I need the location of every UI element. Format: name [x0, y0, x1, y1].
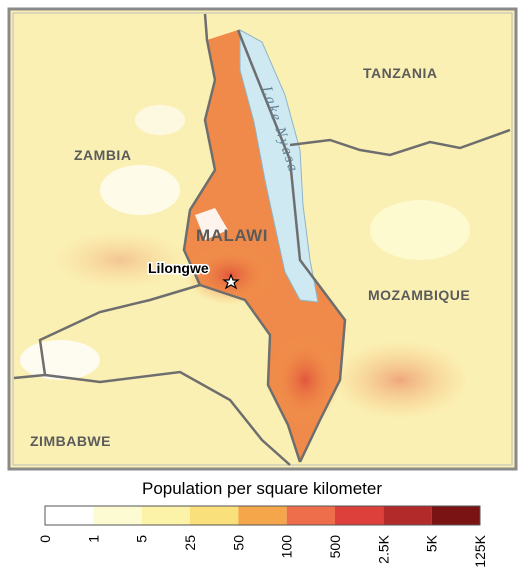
legend-tick-label: 50	[230, 535, 246, 551]
borders	[13, 13, 511, 466]
map-inner-frame	[12, 12, 513, 466]
legend-swatch	[93, 506, 142, 525]
city-label: Lilongwe	[148, 260, 209, 276]
legend-swatch	[431, 506, 480, 525]
country-label: ZAMBIA	[74, 147, 131, 163]
legend-tick-label: 5	[134, 535, 150, 543]
legend-tick-label: 500	[327, 535, 343, 559]
legend-tick-label: 1	[85, 535, 101, 543]
capital-star	[222, 273, 240, 290]
legend-swatch	[45, 506, 94, 525]
country-label: ZIMBABWE	[30, 433, 111, 449]
legend-tick-label: 100	[279, 535, 295, 559]
country-label: MALAWI	[196, 226, 268, 245]
legend-swatch	[335, 506, 384, 525]
unpopulated-area	[195, 208, 228, 240]
legend-tick-label: 5K	[424, 534, 440, 552]
legend-title: Population per square kilometer	[142, 479, 382, 498]
legend-outline	[44, 505, 481, 526]
legend-swatch	[238, 506, 287, 525]
legend-swatch	[190, 506, 239, 525]
legend-swatch	[383, 506, 432, 525]
legend: Population per square kilometer 0 1 5 25 50 1…	[37, 479, 488, 568]
legend-swatch	[286, 506, 335, 525]
map: TANZANIA ZAMBIA MALAWI MOZAMBIQUE ZIMBAB…	[7, 7, 518, 471]
legend-tick-label: 2.5K	[375, 534, 391, 563]
density-patches	[20, 105, 470, 420]
lilongwe-density	[185, 245, 275, 305]
legend-tick-label: 25	[182, 535, 198, 551]
legend-tick-label: 0	[37, 535, 53, 543]
legend-swatch	[141, 506, 190, 525]
country-label: MOZAMBIQUE	[368, 287, 470, 303]
country-label: TANZANIA	[363, 65, 438, 81]
legend-tick-label: 125K	[472, 534, 488, 567]
blantyre-density	[270, 335, 340, 425]
